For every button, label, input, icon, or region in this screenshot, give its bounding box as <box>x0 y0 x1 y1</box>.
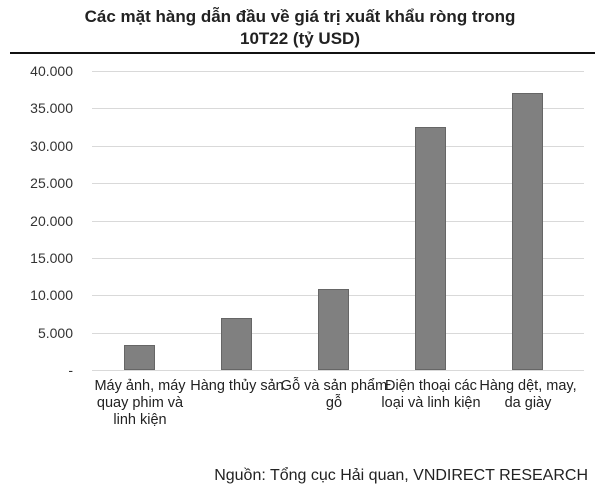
y-tick-label: 40.000 <box>30 63 73 79</box>
y-tick-label: 10.000 <box>30 287 73 303</box>
y-tick-label: 35.000 <box>30 100 73 116</box>
x-category-label: Hàng thủy sản <box>190 378 284 394</box>
y-tick-label: 30.000 <box>30 138 73 154</box>
chart-title: Các mặt hàng dẫn đầu về giá trị xuất khẩ… <box>0 6 600 50</box>
x-category-label: Gỗ và sản phẩm gỗ <box>280 378 388 411</box>
gridline <box>92 183 584 184</box>
title-underline <box>10 52 595 54</box>
y-tick-label: 15.000 <box>30 250 73 266</box>
x-category-label: Điện thoại các loại và linh kiện <box>381 378 481 411</box>
bar <box>318 289 349 370</box>
x-category-label: Máy ảnh, máy quay phim và linh kiện <box>94 378 186 428</box>
y-tick-label: 25.000 <box>30 175 73 191</box>
gridline <box>92 370 584 371</box>
gridline <box>92 71 584 72</box>
y-tick-label: - <box>68 362 73 378</box>
chart-title-line-1: Các mặt hàng dẫn đầu về giá trị xuất khẩ… <box>84 7 516 26</box>
y-tick-label: 5.000 <box>37 325 73 341</box>
bar <box>221 317 252 370</box>
y-tick-label: 20.000 <box>30 213 73 229</box>
gridline <box>92 258 584 259</box>
gridline <box>92 146 584 147</box>
bar <box>415 127 446 370</box>
bar <box>124 344 155 370</box>
x-category-label: Hàng dệt, may, da giày <box>479 378 577 411</box>
source-note: Nguồn: Tổng cục Hải quan, VNDIRECT RESEA… <box>214 467 588 484</box>
gridline <box>92 108 584 109</box>
gridline <box>92 221 584 222</box>
chart-title-line-2: 10T22 (tỷ USD) <box>240 29 360 48</box>
bar <box>512 93 543 370</box>
